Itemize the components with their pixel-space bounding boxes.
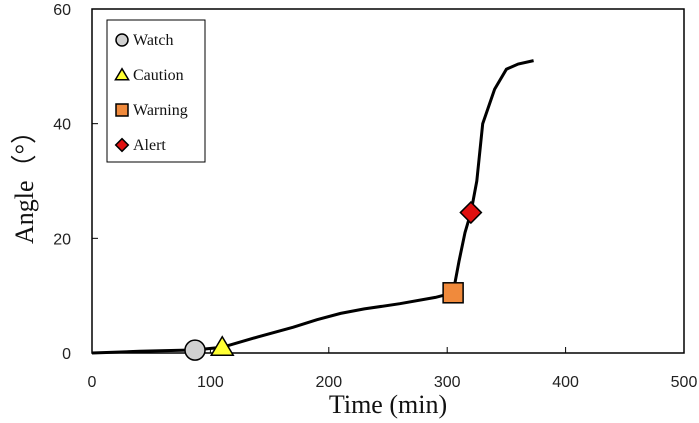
legend-label-warning: Warning [133,102,188,119]
legend-symbol-watch [115,33,129,47]
x-tick-label: 0 [88,374,97,391]
marker-caution [209,335,235,357]
legend-items: Watch Caution Warning Alert [114,32,188,154]
legend-symbol-caution [114,67,130,81]
x-tick-label: 300 [434,374,461,391]
tick-labels: 0 100 200 300 400 500 0 20 40 60 [53,2,697,391]
y-axis-title: Angle（°） [10,118,39,244]
legend-label-alert: Alert [133,137,166,154]
legend-label-watch: Watch [133,32,173,49]
y-tick-label: 40 [53,117,71,134]
y-tick-label: 0 [62,346,71,363]
x-tick-label: 100 [197,374,224,391]
event-markers [184,200,483,361]
series-line [91,59,534,355]
legend: Watch Caution Warning Alert [106,19,206,163]
y-tick-label: 60 [53,2,71,19]
x-axis-title: Time (min) [329,390,447,419]
marker-watch [184,339,206,361]
marker-alert [459,200,483,225]
x-tick-label: 500 [671,374,698,391]
legend-symbol-alert [114,137,130,153]
marker-warning [442,282,464,304]
x-tick-label: 400 [552,374,579,391]
x-tick-label: 200 [315,374,342,391]
y-tick-label: 20 [53,231,71,248]
legend-label-caution: Caution [133,67,184,84]
legend-symbol-warning [115,103,129,117]
